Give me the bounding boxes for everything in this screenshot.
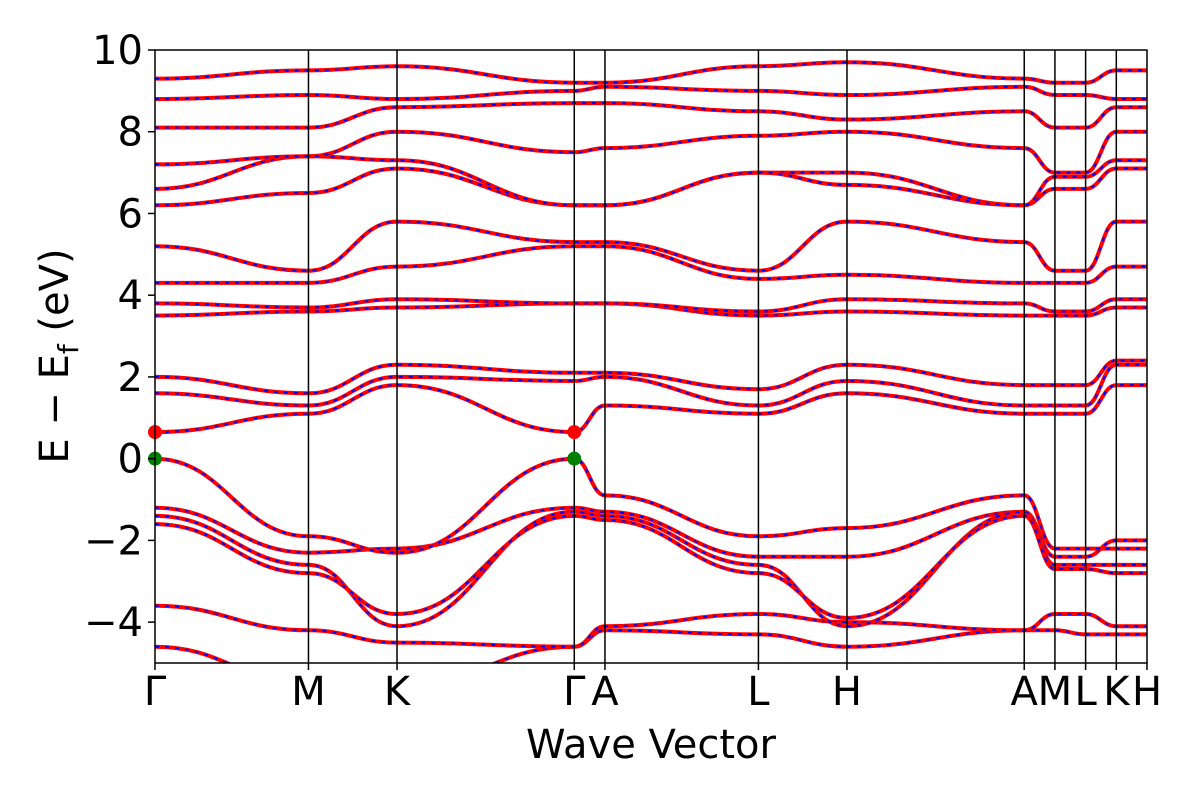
- y-axis-label-unit: [32, 332, 78, 345]
- band-line-spin-down: [155, 85, 1147, 101]
- y-tick-label: 4: [118, 273, 143, 319]
- band-line-spin-down: [155, 298, 1147, 313]
- band-line-spin-up: [155, 456, 1147, 555]
- band-edge-markers: [148, 425, 582, 466]
- band-line-spin-down: [155, 61, 1147, 84]
- band-line-spin-down: [155, 302, 1147, 317]
- band-line-spin-down: [155, 102, 1147, 129]
- cbm-marker: [567, 425, 582, 440]
- y-tick-label: 0: [118, 437, 143, 483]
- y-tick-label: 10: [92, 28, 143, 74]
- band-line-spin-up: [155, 244, 1147, 285]
- band-line-spin-up: [155, 358, 1147, 396]
- y-tick-label: −4: [84, 600, 143, 646]
- band-line-spin-down: [155, 604, 1147, 648]
- band-line-spin-up: [155, 513, 1147, 621]
- x-tick-label: A: [1011, 669, 1039, 715]
- x-tick-label: Γ: [563, 669, 586, 715]
- band-line-spin-down: [155, 514, 1147, 620]
- y-tick-label: 6: [118, 191, 143, 237]
- kpoint-divider-lines: [307, 50, 1118, 663]
- band-line-spin-up: [155, 129, 1147, 175]
- y-tick-label: −2: [84, 518, 143, 564]
- band-line-spin-up: [155, 603, 1147, 649]
- band-line-spin-down: [155, 457, 1147, 554]
- x-tick-label: A: [591, 669, 619, 715]
- band-line-spin-down: [155, 130, 1147, 174]
- band-line-spin-up: [155, 101, 1147, 130]
- y-axis-label-unit-text: (eV): [32, 248, 78, 331]
- vbm-marker: [567, 451, 582, 466]
- y-axis-label-subscript: f: [52, 343, 85, 354]
- x-tick-label: K: [384, 669, 412, 715]
- x-tick-label: H: [1132, 669, 1162, 715]
- y-tick-label: 8: [118, 110, 143, 156]
- x-tick-label: K: [1103, 669, 1131, 715]
- y-axis-label-main: E − E: [32, 354, 78, 464]
- x-tick-label: M: [291, 669, 326, 715]
- band-line-spin-up: [155, 84, 1147, 102]
- x-tick-label: L: [1074, 669, 1097, 715]
- y-tick-label: 2: [118, 355, 143, 401]
- band-line-spin-up: [155, 60, 1147, 85]
- band-line-spin-down: [155, 220, 1147, 272]
- x-tick-label: H: [832, 669, 862, 715]
- x-axis-label: Wave Vector: [526, 722, 777, 768]
- y-axis-label: E − Ef (eV): [32, 248, 85, 463]
- y-axis-ticks: −4 −2 0 2 4 6 8 10: [84, 28, 155, 646]
- bands-layer: [155, 60, 1147, 663]
- x-tick-label: M: [1038, 669, 1073, 715]
- x-tick-label: L: [747, 669, 770, 715]
- band-line-spin-down: [155, 155, 1147, 207]
- band-line-spin-up: [155, 219, 1147, 273]
- x-tick-label: Γ: [144, 669, 167, 715]
- plot-frame: [154, 49, 1148, 664]
- band-line-spin-up: [155, 154, 1147, 208]
